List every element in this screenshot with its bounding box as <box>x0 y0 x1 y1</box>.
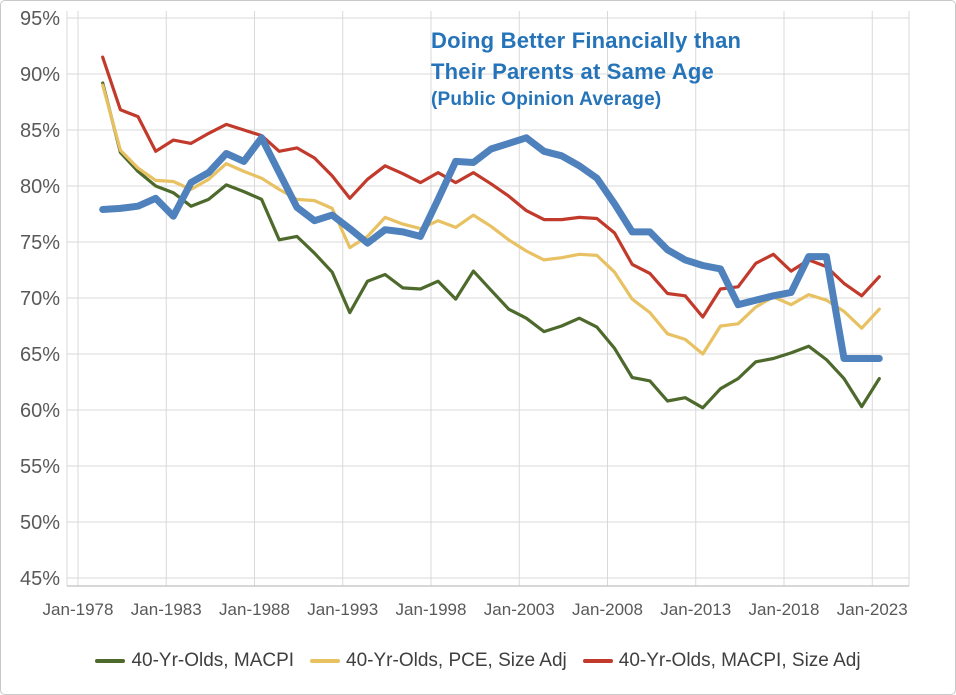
y-axis-tick-label: 85% <box>20 120 60 142</box>
legend-swatch-macpi-icon <box>95 659 126 663</box>
x-axis-tick-label: Jan-1993 <box>307 600 378 619</box>
x-axis-tick-label: Jan-2003 <box>484 600 555 619</box>
legend-label-macpi-size-adj: 40-Yr-Olds, MACPI, Size Adj <box>618 650 861 671</box>
y-axis-tick-label: 60% <box>20 400 60 422</box>
y-axis-tick-label: 80% <box>20 176 60 198</box>
legend-label-pce-size-adj: 40-Yr-Olds, PCE, Size Adj <box>346 650 567 671</box>
chart-title-line2: Their Parents at Same Age <box>431 59 714 84</box>
x-axis-tick-label: Jan-2023 <box>837 600 908 619</box>
series-line-40-yr-olds-pce-size-adj <box>101 83 881 356</box>
x-axis-tick-label: Jan-2018 <box>749 600 820 619</box>
y-axis-tick-label: 75% <box>20 232 60 254</box>
y-axis-tick-label: 55% <box>20 456 60 478</box>
x-axis-tick-label: Jan-1983 <box>131 600 202 619</box>
legend-item-macpi: 40-Yr-Olds, MACPI <box>95 650 294 672</box>
y-axis-tick-label: 70% <box>20 288 60 310</box>
x-axis-tick-label: Jan-2008 <box>572 600 643 619</box>
legend-swatch-pce-size-adj-icon <box>310 659 341 663</box>
series-line-public-opinion-average <box>99 134 883 362</box>
legend-item-pce-size-adj: 40-Yr-Olds, PCE, Size Adj <box>310 650 567 672</box>
legend-swatch-macpi-size-adj-icon <box>582 659 613 663</box>
y-axis-tick-label: 95% <box>20 8 60 30</box>
series-line-40-yr-olds-macpi <box>101 81 881 410</box>
y-axis-tick-label: 50% <box>20 512 60 534</box>
chart-subtitle: (Public Opinion Average) <box>431 89 662 110</box>
x-axis-tick-label: Jan-1988 <box>219 600 290 619</box>
legend-item-macpi-size-adj: 40-Yr-Olds, MACPI, Size Adj <box>582 650 861 672</box>
legend-label-macpi: 40-Yr-Olds, MACPI <box>131 650 295 671</box>
chart-title: Doing Better Financially than Their Pare… <box>431 25 741 113</box>
series-line-40-yr-olds-macpi-size-adj <box>101 55 881 319</box>
x-axis-tick-label: Jan-1998 <box>396 600 467 619</box>
chart-title-line1: Doing Better Financially than <box>431 28 742 53</box>
y-axis-tick-label: 65% <box>20 344 60 366</box>
y-axis-tick-label: 90% <box>20 64 60 86</box>
y-axis-tick-label: 45% <box>20 568 60 590</box>
x-axis-tick-label: Jan-2013 <box>660 600 731 619</box>
chart-legend: 40-Yr-Olds, MACPI 40-Yr-Olds, PCE, Size … <box>1 650 955 672</box>
x-axis-tick-label: Jan-1978 <box>43 600 114 619</box>
